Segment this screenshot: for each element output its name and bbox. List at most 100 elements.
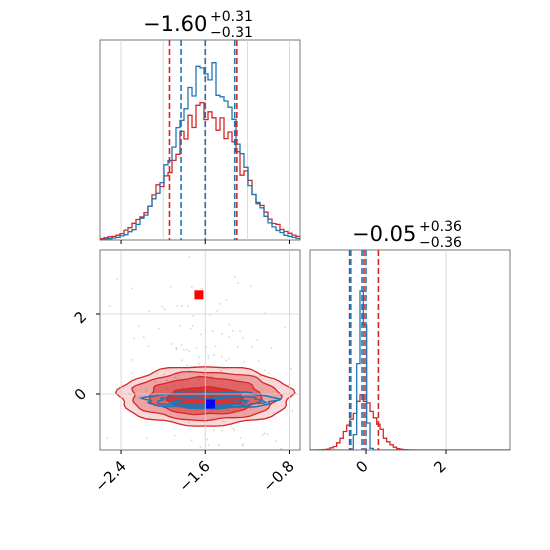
sample-point [191, 325, 194, 327]
sample-point [228, 323, 231, 326]
sample-point [207, 444, 210, 446]
sample-point [263, 432, 266, 435]
param1-title-upper: +0.31 [210, 9, 253, 25]
sample-point [189, 502, 191, 504]
blue-marker [206, 399, 216, 409]
param1-marginal-panel [99, 39, 301, 244]
sample-point [232, 490, 234, 492]
sample-point [192, 314, 195, 317]
sample-point [179, 325, 182, 327]
sample-point [233, 429, 236, 432]
joint-ticks [96, 313, 290, 454]
sample-point [174, 376, 177, 379]
sample-point [251, 345, 254, 348]
sample-point [249, 407, 252, 410]
sample-point [213, 458, 215, 460]
joint-ytick-label: 0 [71, 385, 90, 404]
sample-point [242, 443, 245, 446]
sample-point [242, 472, 244, 474]
param2-xtick-label: 2 [430, 457, 449, 476]
blue-contour [138, 390, 283, 410]
sample-point [211, 330, 214, 333]
sample-point [154, 381, 157, 384]
param2-marginal-panel [309, 249, 511, 454]
param1-title-value: −1.60 [143, 12, 207, 36]
sample-point [106, 437, 109, 440]
joint-panel [96, 249, 301, 546]
param1-marginal-ticks [120, 240, 290, 244]
sample-point [200, 333, 203, 336]
sample-point [145, 437, 148, 439]
sample-point [227, 336, 230, 338]
sample-point [222, 420, 225, 423]
sample-point [177, 373, 179, 376]
sample-point [190, 439, 193, 442]
sample-point [212, 353, 215, 356]
sample-point [225, 456, 227, 458]
sample-point [253, 374, 256, 377]
sample-point [186, 364, 189, 367]
sample-point [133, 337, 136, 340]
sample-point [220, 355, 223, 358]
sample-point [198, 356, 201, 358]
sample-point [259, 452, 261, 454]
sample-point [283, 326, 286, 329]
joint-xtick-label: −0.8 [259, 457, 297, 495]
sample-point [237, 282, 240, 285]
sample-point [163, 373, 166, 376]
sample-point [195, 347, 198, 349]
sample-point [115, 278, 118, 280]
param2-xtick-label: 0 [352, 457, 371, 476]
sample-point [280, 447, 282, 450]
sample-point [289, 367, 292, 370]
sample-point [178, 544, 180, 546]
sample-point [173, 434, 176, 437]
sample-point [145, 389, 148, 392]
sample-point [268, 372, 270, 374]
sample-point [216, 310, 219, 312]
sample-point [213, 429, 215, 431]
param2-red-histogram [310, 394, 510, 450]
sample-point [108, 305, 111, 307]
sample-point [239, 330, 241, 333]
sample-point [186, 348, 188, 351]
sample-point [242, 360, 245, 363]
sample-point [232, 427, 235, 430]
sample-point [188, 350, 191, 352]
sample-point [211, 375, 214, 377]
sample-point [225, 299, 228, 301]
param2-marginal-histograms [310, 250, 510, 450]
param2-title-upper: +0.36 [419, 219, 462, 235]
sample-point [233, 276, 236, 278]
sample-point [189, 328, 192, 330]
sample-point [188, 421, 191, 424]
sample-point [236, 346, 239, 348]
joint-contours [106, 256, 296, 546]
joint-ytick-label: 2 [71, 308, 90, 327]
joint-xtick-label: −2.4 [91, 457, 129, 495]
param1-blue-histogram [100, 62, 300, 240]
sample-point [181, 359, 183, 362]
sample-point [152, 527, 154, 529]
sample-point [190, 286, 193, 289]
sample-point [207, 357, 210, 360]
param2-title-value: −0.05 [352, 222, 416, 246]
red-marker [194, 290, 204, 300]
sample-point [231, 330, 234, 332]
joint-frame [99, 249, 301, 451]
blue-contour [156, 394, 268, 408]
sample-point [219, 303, 222, 305]
sample-point [168, 464, 170, 466]
sample-point [214, 345, 217, 348]
sample-point [147, 345, 150, 348]
sample-point [224, 459, 226, 461]
sample-point [188, 256, 191, 258]
sample-point [166, 379, 169, 382]
sample-point [137, 325, 140, 327]
sample-point [218, 444, 220, 447]
sample-point [207, 354, 210, 357]
sample-point [121, 531, 123, 533]
joint-grid [100, 250, 300, 450]
param1-marginal-frame [99, 39, 301, 241]
param1-marginal-histograms [100, 40, 300, 240]
